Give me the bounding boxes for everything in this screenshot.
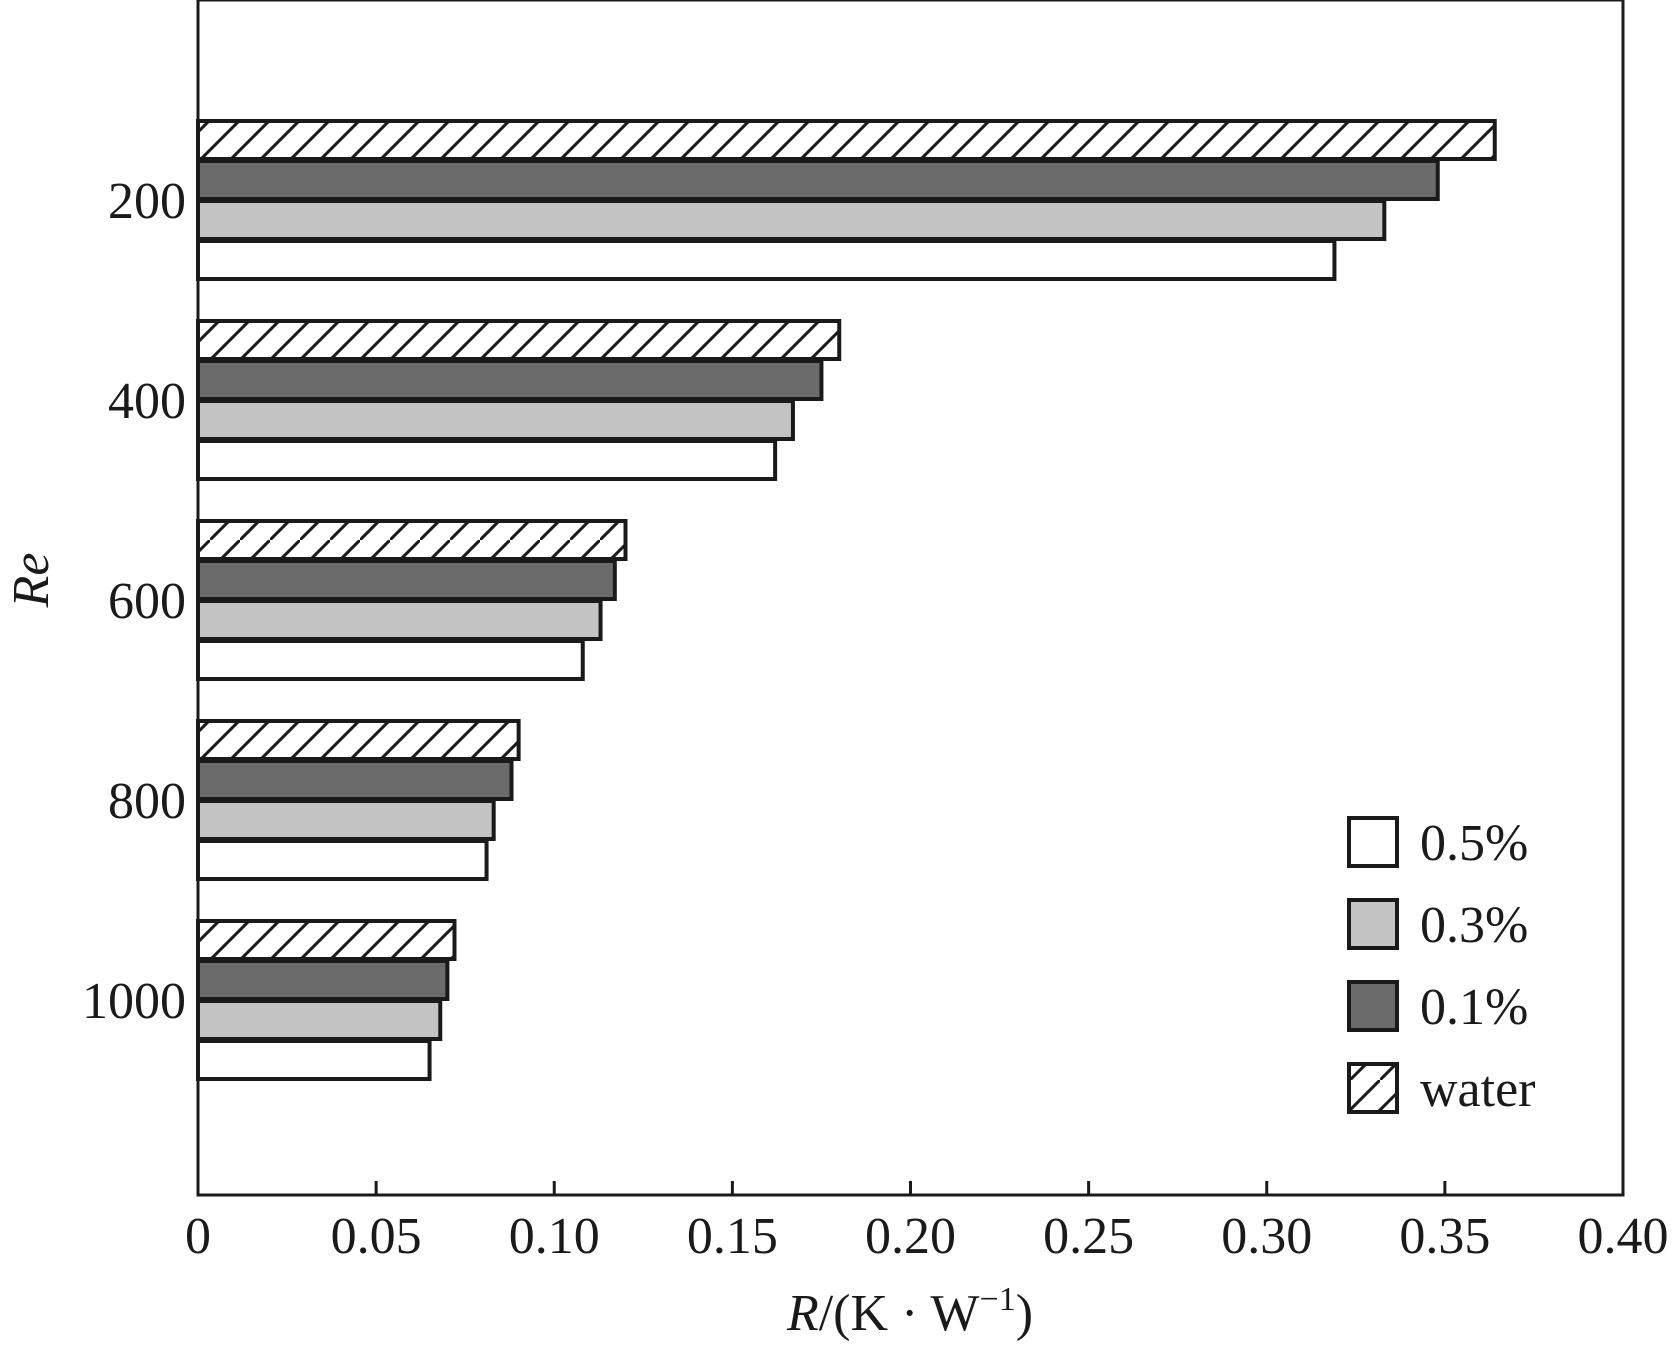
y-axis-ticks: 200 400 600 800 1000 [82,173,186,1030]
x-tick-label-0: 0 [185,1208,211,1265]
bar-0p1pct-re-800 [196,759,514,801]
x-tick-label-0.15: 0.15 [687,1208,778,1265]
bar-0p5pct-re-800 [196,839,489,881]
bar-water-re-400 [196,319,842,361]
x-axis-ticks: 0 0.05 0.10 0.15 0.20 0.25 0.30 0.35 0.40 [185,1181,1669,1265]
x-tick-label-0.40: 0.40 [1578,1208,1669,1265]
legend: 0.5% 0.3% 0.1% water [1347,815,1535,1118]
legend-swatch-0p1pct [1347,980,1399,1032]
bar-0p3pct-re-200 [196,199,1387,241]
legend-swatch-water [1347,1062,1399,1114]
bar-0p5pct-re-1000 [196,1039,432,1081]
legend-label-0p1pct: 0.1% [1420,979,1528,1036]
y-tick-label-400: 400 [108,373,186,430]
bar-0p1pct-re-1000 [196,959,450,1001]
x-axis-title: R/(K · W−1) [786,1281,1033,1342]
x-axis-title-unit: /(K · W [819,1285,980,1342]
bar-0p5pct-re-600 [196,639,585,681]
y-tick-label-200: 200 [108,173,186,230]
x-axis-title-close: ) [1016,1285,1033,1342]
bar-0p5pct-re-200 [196,239,1337,281]
bar-0p1pct-re-400 [196,359,824,401]
bar-water-re-1000 [196,919,457,961]
x-tick-label-0.05: 0.05 [331,1208,422,1265]
bar-0p1pct-re-200 [196,159,1440,201]
legend-swatch-0p5pct [1347,816,1399,868]
y-tick-label-600: 600 [108,573,186,630]
y-tick-label-800: 800 [108,773,186,830]
x-tick-label-0.30: 0.30 [1221,1208,1312,1265]
legend-label-water: water [1420,1061,1535,1118]
x-tick-label-0.35: 0.35 [1399,1208,1490,1265]
bar-0p3pct-re-800 [196,799,496,841]
y-axis-title: Re [3,553,60,609]
bar-water-re-600 [196,519,628,561]
bars-group [196,119,1497,1081]
y-tick-label-1000: 1000 [82,973,186,1030]
legend-label-0p3pct: 0.3% [1420,897,1528,954]
bar-0p3pct-re-400 [196,399,795,441]
bar-0p1pct-re-600 [196,559,617,601]
x-tick-label-0.20: 0.20 [865,1208,956,1265]
x-tick-label-0.25: 0.25 [1043,1208,1134,1265]
x-axis-title-exponent: −1 [980,1281,1016,1318]
legend-label-0p5pct: 0.5% [1420,815,1528,872]
bar-0p3pct-re-1000 [196,999,443,1041]
bar-water-re-200 [196,119,1497,161]
bar-0p3pct-re-600 [196,599,603,641]
bar-water-re-800 [196,719,521,761]
x-tick-label-0.10: 0.10 [509,1208,600,1265]
bar-0p5pct-re-400 [196,439,778,481]
legend-swatch-0p3pct [1347,898,1399,950]
x-axis-title-symbol: R [786,1285,819,1342]
